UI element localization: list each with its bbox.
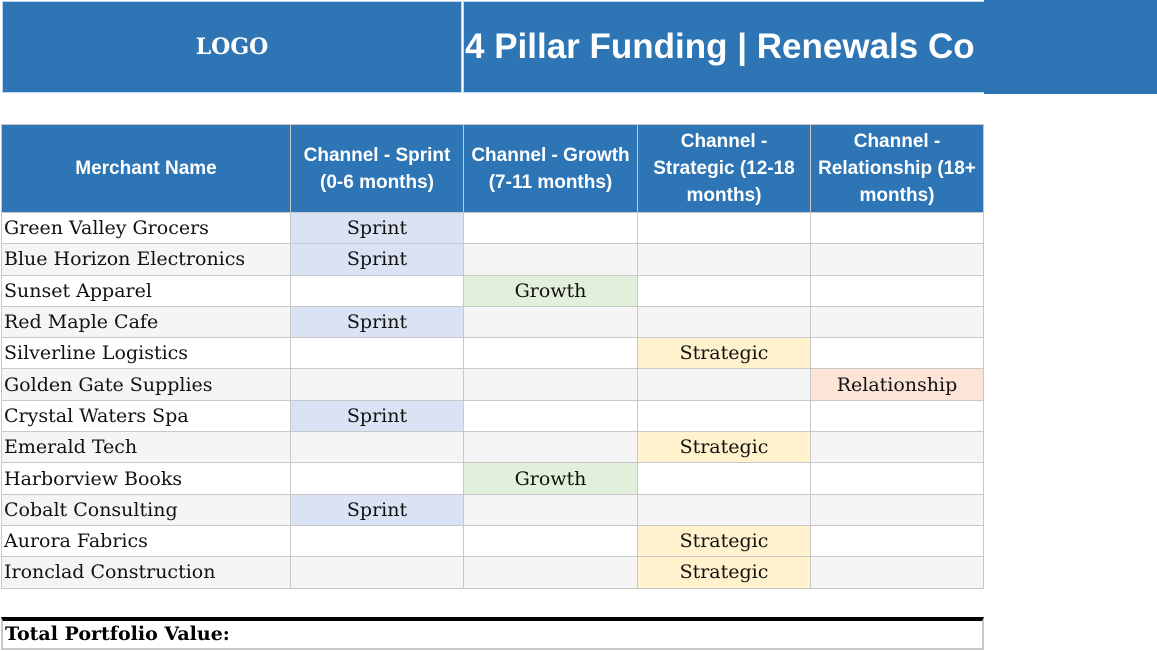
merchant-name-cell[interactable]: Green Valley Grocers [1, 211, 291, 245]
sprint-channel-cell[interactable] [290, 337, 464, 370]
page-title-cell[interactable]: 4 Pillar Funding | Renewals Co [463, 1, 984, 93]
relationship-channel-cell[interactable] [810, 493, 984, 526]
merchant-name-cell[interactable]: Silverline Logistics [1, 337, 291, 370]
sprint-channel-cell[interactable]: Sprint [290, 243, 464, 276]
table-row: Harborview Books Growth [1, 462, 984, 495]
relationship-channel-cell[interactable] [810, 211, 984, 245]
growth-channel-cell[interactable] [463, 556, 638, 589]
relationship-channel-cell[interactable] [810, 524, 984, 558]
growth-channel-cell[interactable] [463, 399, 638, 433]
sprint-channel-cell[interactable] [290, 556, 464, 589]
sprint-channel-cell[interactable] [290, 274, 464, 307]
relationship-channel-cell[interactable] [810, 399, 984, 433]
growth-channel-cell[interactable] [463, 305, 638, 339]
sprint-channel-cell[interactable] [290, 462, 464, 495]
table-row: Cobalt Consulting Sprint [1, 493, 984, 526]
sprint-channel-cell[interactable]: Sprint [290, 493, 464, 526]
table-row: Golden Gate Supplies Relationship [1, 368, 984, 401]
strategic-channel-cell[interactable] [637, 493, 811, 526]
logo-cell[interactable]: LOGO [2, 1, 462, 93]
merchant-name-cell[interactable]: Harborview Books [1, 462, 291, 495]
strategic-channel-cell[interactable] [637, 368, 811, 401]
relationship-channel-cell[interactable] [810, 462, 984, 495]
strategic-channel-cell[interactable] [637, 399, 811, 433]
growth-channel-cell[interactable]: Growth [463, 462, 638, 495]
sprint-channel-cell[interactable]: Sprint [290, 211, 464, 245]
sprint-channel-cell[interactable]: Sprint [290, 399, 464, 433]
relationship-channel-cell[interactable] [810, 431, 984, 464]
relationship-channel-cell[interactable] [810, 274, 984, 307]
growth-channel-cell[interactable] [463, 493, 638, 526]
table-row: Red Maple Cafe Sprint [1, 305, 984, 339]
column-header-relationship[interactable]: Channel - Relationship (18+ months) [810, 124, 984, 213]
growth-channel-cell[interactable] [463, 368, 638, 401]
relationship-channel-cell[interactable]: Relationship [810, 368, 984, 401]
sprint-channel-cell[interactable] [290, 431, 464, 464]
relationship-channel-cell[interactable] [810, 305, 984, 339]
merchant-name-cell[interactable]: Crystal Waters Spa [1, 399, 291, 433]
table-row: Crystal Waters Spa Sprint [1, 399, 984, 433]
header-banner-extension [984, 0, 1157, 94]
merchant-name-cell[interactable]: Golden Gate Supplies [1, 368, 291, 401]
growth-channel-cell[interactable]: Growth [463, 274, 638, 307]
strategic-channel-cell[interactable]: Strategic [637, 337, 811, 370]
logo-label: LOGO [195, 34, 269, 60]
table-row: Silverline Logistics Strategic [1, 337, 984, 370]
growth-channel-cell[interactable] [463, 431, 638, 464]
sprint-channel-cell[interactable] [290, 368, 464, 401]
sprint-channel-cell[interactable] [290, 524, 464, 558]
renewals-table: Merchant Name Channel - Sprint (0-6 mont… [1, 124, 984, 589]
total-portfolio-label: Total Portfolio Value: [5, 623, 230, 645]
strategic-channel-cell[interactable] [637, 305, 811, 339]
table-header-row: Merchant Name Channel - Sprint (0-6 mont… [1, 124, 984, 213]
strategic-channel-cell[interactable] [637, 243, 811, 276]
merchant-name-cell[interactable]: Sunset Apparel [1, 274, 291, 307]
table-row: Blue Horizon Electronics Sprint [1, 243, 984, 276]
column-header-strategic[interactable]: Channel - Strategic (12-18 months) [637, 124, 811, 213]
merchant-name-cell[interactable]: Cobalt Consulting [1, 493, 291, 526]
merchant-name-cell[interactable]: Red Maple Cafe [1, 305, 291, 339]
total-portfolio-row[interactable]: Total Portfolio Value: [1, 617, 984, 650]
growth-channel-cell[interactable] [463, 243, 638, 276]
growth-channel-cell[interactable] [463, 524, 638, 558]
table-row: Aurora Fabrics Strategic [1, 524, 984, 558]
strategic-channel-cell[interactable] [637, 274, 811, 307]
column-header-growth[interactable]: Channel - Growth (7-11 months) [463, 124, 638, 213]
column-header-merchant[interactable]: Merchant Name [1, 124, 291, 213]
strategic-channel-cell[interactable]: Strategic [637, 431, 811, 464]
table-row: Ironclad Construction Strategic [1, 556, 984, 589]
relationship-channel-cell[interactable] [810, 243, 984, 276]
strategic-channel-cell[interactable] [637, 211, 811, 245]
merchant-name-cell[interactable]: Aurora Fabrics [1, 524, 291, 558]
relationship-channel-cell[interactable] [810, 556, 984, 589]
growth-channel-cell[interactable] [463, 211, 638, 245]
merchant-name-cell[interactable]: Blue Horizon Electronics [1, 243, 291, 276]
page-title: 4 Pillar Funding | Renewals Co [465, 27, 975, 66]
table-row: Emerald Tech Strategic [1, 431, 984, 464]
merchant-name-cell[interactable]: Emerald Tech [1, 431, 291, 464]
strategic-channel-cell[interactable]: Strategic [637, 524, 811, 558]
growth-channel-cell[interactable] [463, 337, 638, 370]
strategic-channel-cell[interactable] [637, 462, 811, 495]
strategic-channel-cell[interactable]: Strategic [637, 556, 811, 589]
sprint-channel-cell[interactable]: Sprint [290, 305, 464, 339]
table-row: Sunset Apparel Growth [1, 274, 984, 307]
relationship-channel-cell[interactable] [810, 337, 984, 370]
table-row: Green Valley Grocers Sprint [1, 211, 984, 245]
merchant-name-cell[interactable]: Ironclad Construction [1, 556, 291, 589]
column-header-sprint[interactable]: Channel - Sprint (0-6 months) [290, 124, 464, 213]
